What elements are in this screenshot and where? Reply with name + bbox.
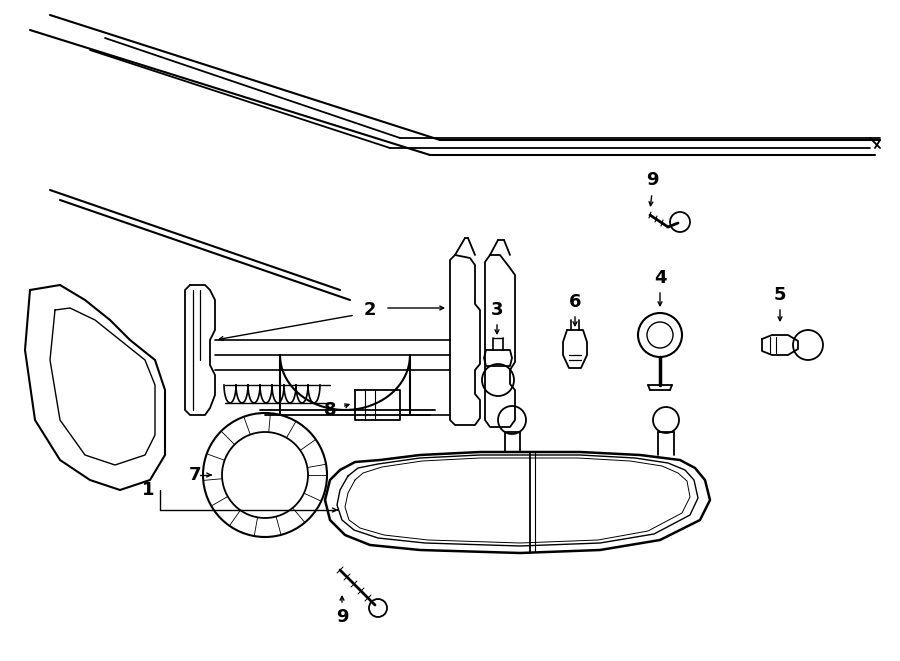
Text: 3: 3 [491, 301, 503, 319]
Text: 9: 9 [646, 171, 658, 189]
Text: 6: 6 [569, 293, 581, 311]
Text: 7: 7 [189, 466, 202, 484]
Text: 4: 4 [653, 269, 666, 287]
Text: 9: 9 [336, 608, 348, 626]
Text: 5: 5 [774, 286, 787, 304]
Text: 8: 8 [324, 401, 337, 419]
Text: 2: 2 [364, 301, 376, 319]
Text: 1: 1 [142, 481, 154, 499]
